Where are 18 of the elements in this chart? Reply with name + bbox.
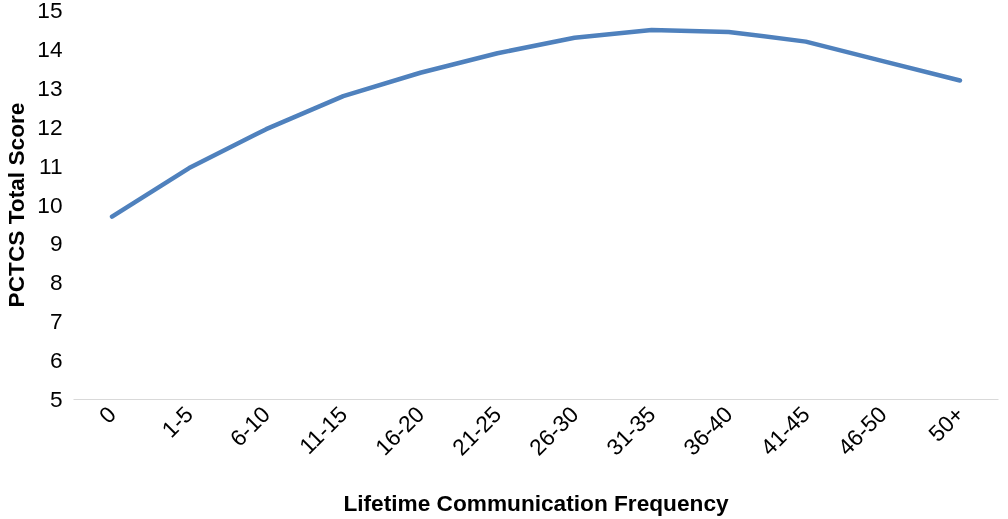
x-tick-label: 6-10 (224, 400, 276, 452)
y-tick-label: 13 (37, 74, 63, 101)
x-tick-label: 0 (93, 400, 121, 429)
y-tick-label: 10 (37, 191, 63, 218)
y-tick-label: 9 (49, 230, 63, 257)
x-tick-label: 1-5 (156, 400, 198, 443)
x-axis-title: Lifetime Communication Frequency (343, 490, 730, 517)
line-series (109, 27, 963, 219)
y-tick-label: 12 (37, 113, 63, 140)
y-axis-title: PCTCS Total Score (3, 102, 30, 308)
y-tick-label: 8 (49, 269, 63, 296)
x-tick-label: 50+ (923, 400, 969, 447)
y-tick-label: 5 (49, 386, 63, 412)
y-tick-label: 11 (38, 152, 63, 179)
y-tick-label: 7 (49, 308, 63, 335)
y-tick-label: 14 (37, 35, 63, 62)
y-tick-label: 6 (49, 347, 63, 374)
y-tick-label: 15 (37, 0, 63, 23)
